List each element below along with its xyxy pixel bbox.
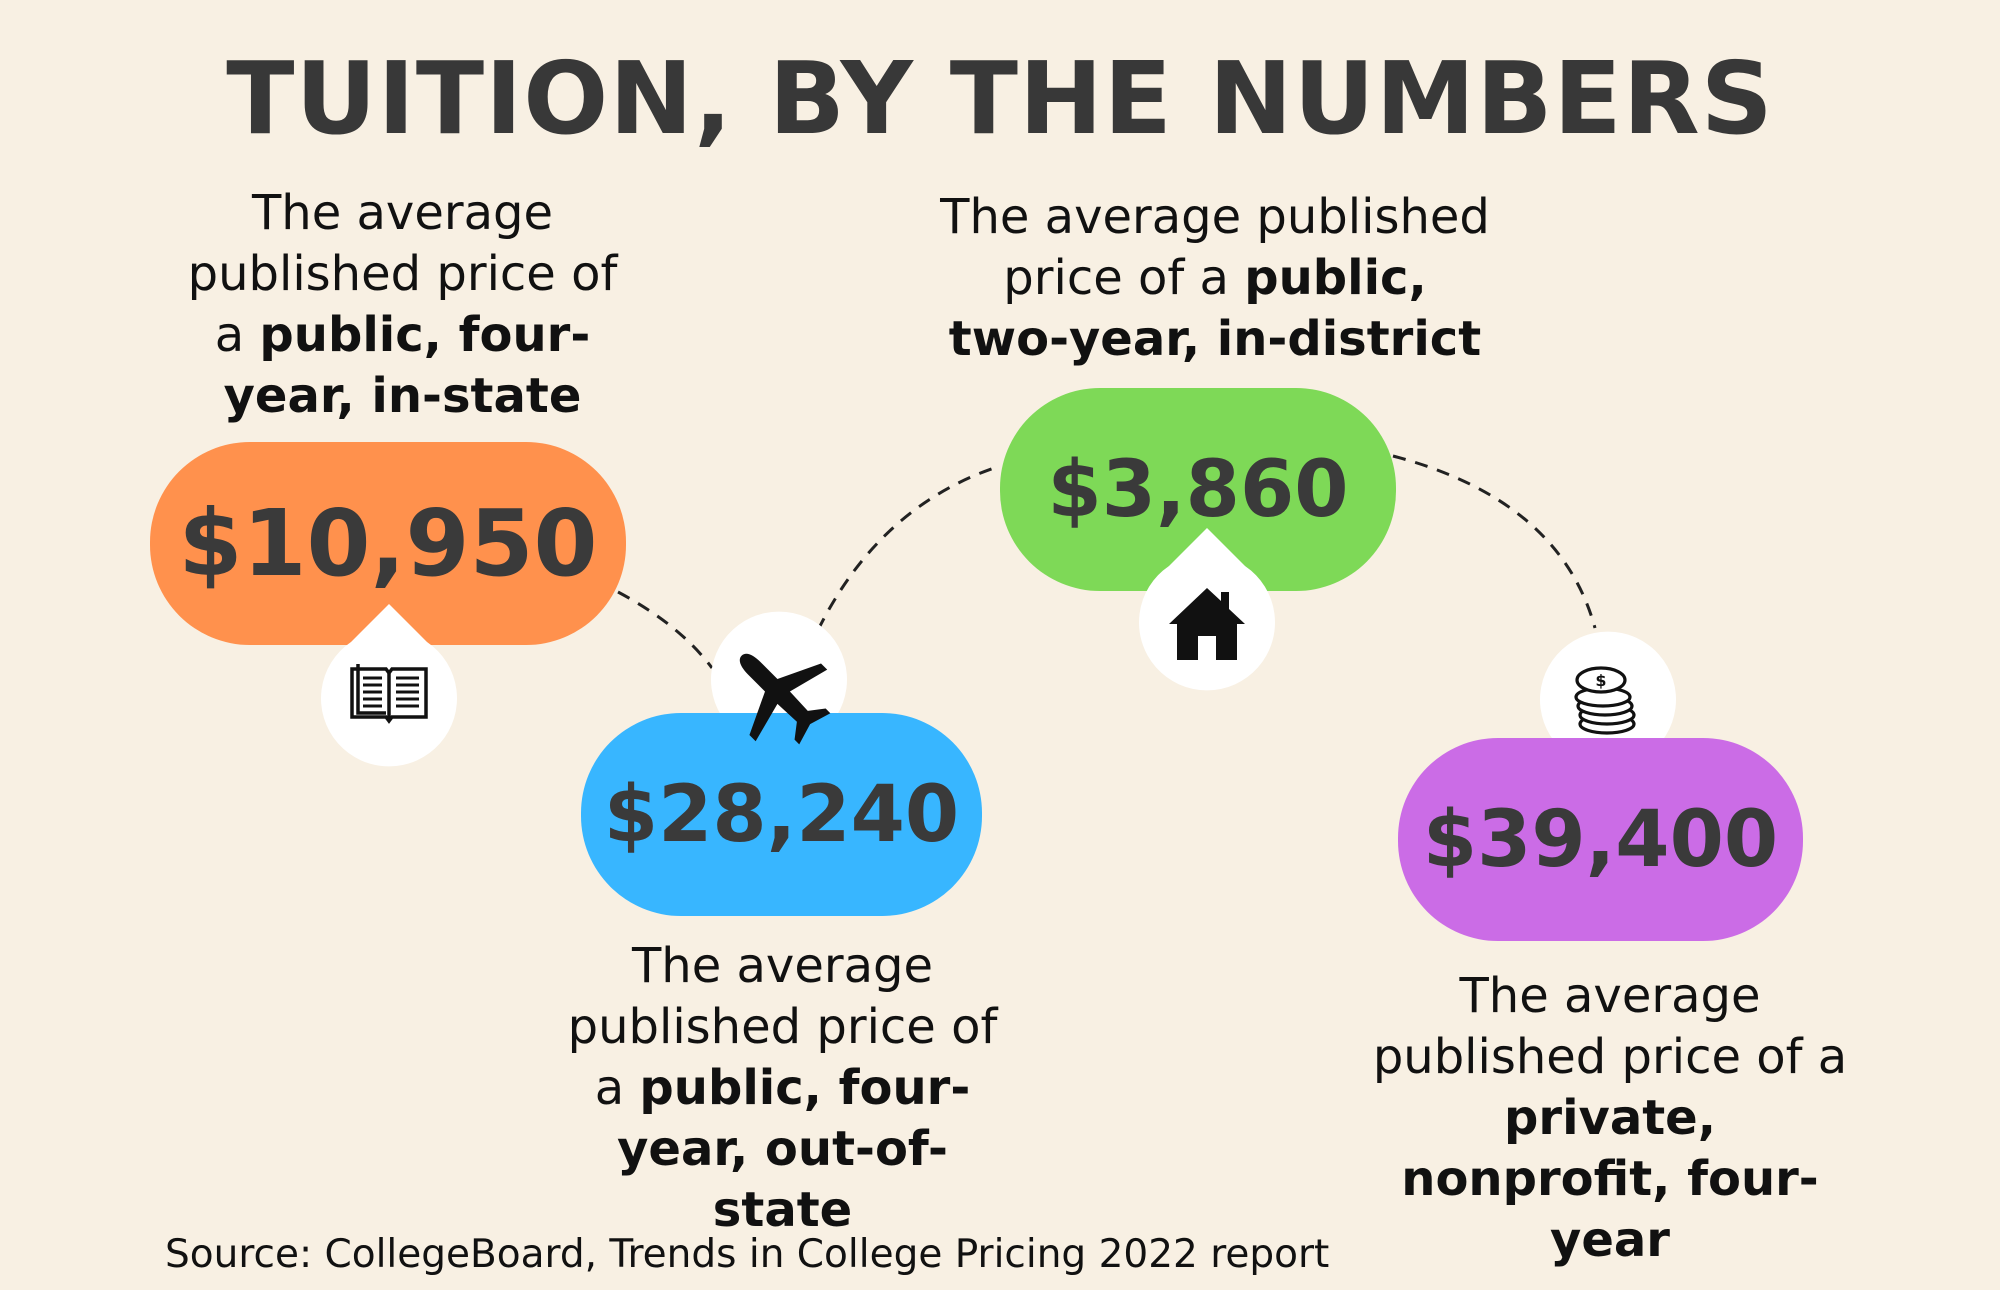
price-in-state: $10,950: [178, 490, 598, 597]
description-in-state: The average published price of a public,…: [187, 185, 618, 424]
description-private: The average published price of a private…: [1372, 968, 1848, 1268]
house-icon: [1169, 588, 1245, 660]
description-out-of-state: The average published price of a public,…: [567, 938, 998, 1238]
source-note: Source: CollegeBoard, Trends in College …: [165, 1232, 1330, 1277]
price-in-district: $3,860: [1047, 444, 1349, 535]
open-book-icon: [350, 664, 428, 724]
airplane-icon: [739, 653, 831, 745]
description-in-district: The average published price of a public,…: [940, 189, 1490, 367]
price-out-of-state: $28,240: [603, 769, 960, 860]
price-badge-private: $39,400: [1398, 738, 1803, 941]
coin-stack-icon: $: [1574, 666, 1636, 735]
svg-text:$: $: [1595, 671, 1606, 690]
price-private: $39,400: [1422, 794, 1779, 885]
page-title: TUITION, BY THE NUMBERS: [226, 40, 1774, 157]
price-badge-out-of-state: $28,240: [581, 713, 982, 916]
